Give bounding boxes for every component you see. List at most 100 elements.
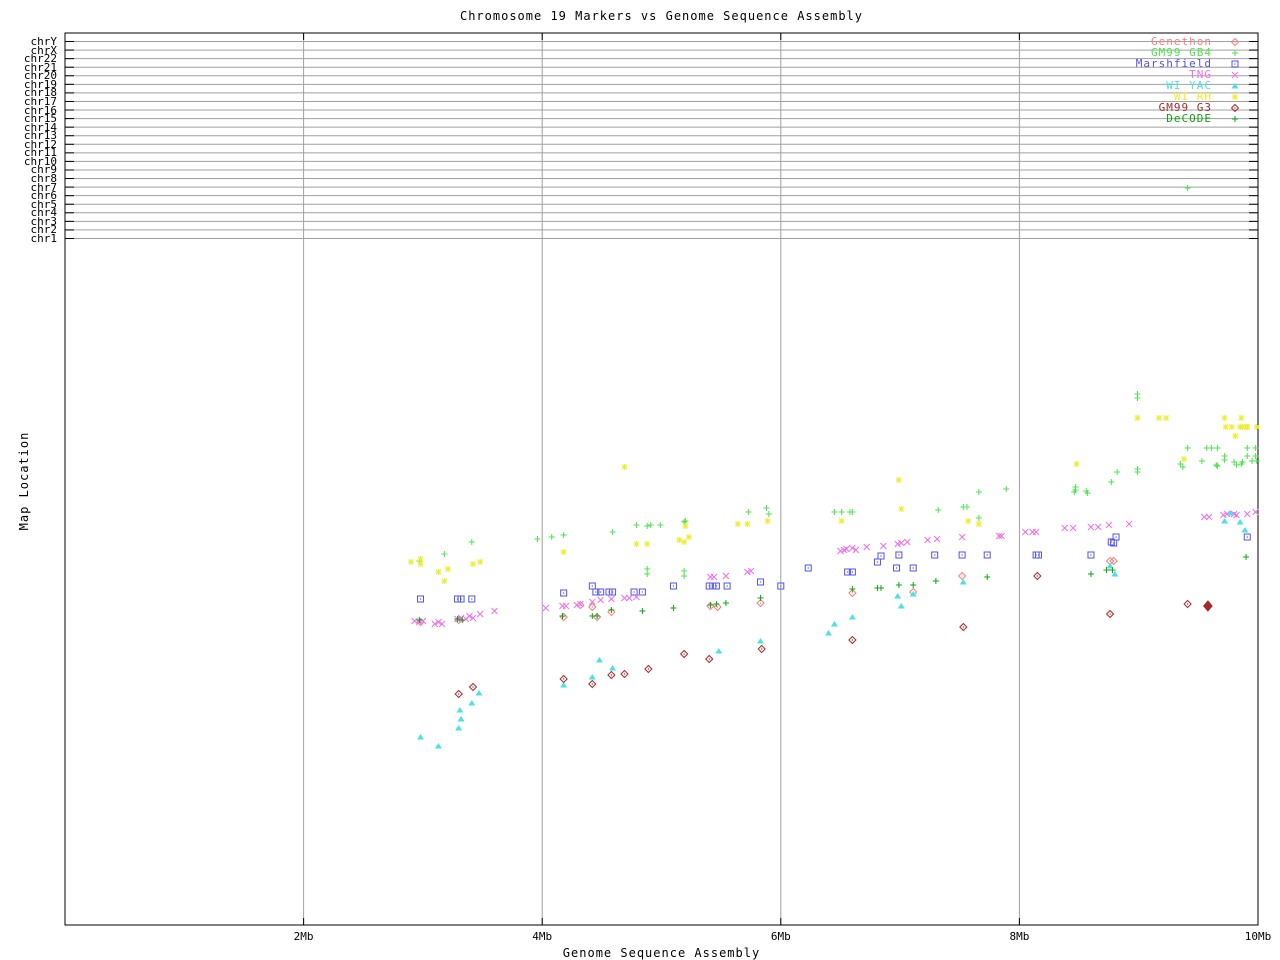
marker-diamond [1109, 556, 1118, 566]
data-point-tng [1243, 510, 1251, 518]
marker-line [408, 559, 414, 565]
marker-line [710, 573, 718, 581]
data-point-decode [639, 608, 646, 614]
marker-line [438, 620, 446, 628]
data-point-gm99-gb4 [548, 534, 555, 540]
data-point-marshfield [931, 551, 939, 559]
marker-square [723, 582, 731, 590]
data-point-gm99-g3 [848, 635, 857, 645]
marker-line [965, 518, 971, 524]
data-point-marshfield [1087, 551, 1095, 559]
y-tick-label-chr1: chr1 [30, 231, 58, 245]
data-point-wi-yac [1236, 519, 1244, 525]
marker-diamond [757, 644, 766, 654]
marker-dot [563, 678, 565, 680]
data-point-wi-yac [959, 579, 967, 585]
marker-triangle [848, 614, 856, 620]
data-point-marshfield [417, 595, 425, 603]
x-tick-label-6Mb: 6Mb [770, 930, 791, 943]
marker-dot [726, 585, 728, 587]
data-point-wi-rh [1134, 415, 1141, 421]
data-point-gm99-gb4 [765, 511, 772, 517]
data-point-gm99-gb4 [1253, 458, 1260, 464]
marker-line [863, 543, 871, 551]
data-point-wi-yac [609, 665, 617, 671]
data-point-gm99-gb4 [963, 504, 970, 510]
marker-line [852, 546, 860, 554]
data-point-marshfield [1107, 538, 1115, 546]
marker-diamond [1105, 609, 1115, 619]
marker-triangle [897, 603, 905, 609]
data-point-wi-yac [560, 682, 568, 688]
marker-line [958, 533, 966, 541]
marker-square [468, 595, 476, 603]
marker-square [588, 582, 596, 590]
data-point-marshfield [453, 595, 461, 603]
legend-label-decode: DeCODE [1166, 112, 1212, 125]
data-point-wi-yac [455, 725, 463, 731]
marker-square [1087, 551, 1095, 559]
data-point-wi-rh [1181, 456, 1188, 462]
marker-square [877, 552, 885, 560]
data-point-decode [1243, 554, 1250, 560]
data-point-tng [597, 596, 605, 604]
marker-line [1233, 511, 1240, 519]
data-point-tng [577, 600, 584, 608]
marker-diamond [468, 682, 478, 692]
y-tick-label-chr16: chr16 [23, 103, 57, 117]
marker-line [1134, 415, 1141, 421]
y-tick-label-chr18: chr18 [23, 86, 57, 100]
legend-marker-wi-yac-icon [1231, 83, 1239, 89]
legend-marker-tng-icon [1231, 71, 1239, 79]
marker-dot [1037, 554, 1040, 556]
data-point-wi-rh [1253, 424, 1260, 430]
data-point-marshfield [592, 588, 600, 596]
data-point-gm99-gb4 [1084, 490, 1091, 496]
data-point-marshfield [597, 588, 605, 596]
data-point-decode [713, 601, 720, 607]
legend-item-genethon: Genethon [1151, 36, 1242, 48]
data-point-gm99-gb4 [975, 489, 982, 495]
data-point-decode [757, 595, 764, 601]
y-tick-label-chr9: chr9 [30, 163, 58, 177]
marker-square [560, 589, 568, 597]
marker-line [1244, 424, 1251, 430]
marker-line [1061, 524, 1069, 532]
marker-line [621, 464, 628, 470]
marker-line [1087, 523, 1095, 531]
marker-square [1107, 538, 1115, 546]
data-point-decode [878, 585, 885, 591]
marker-line [644, 541, 651, 547]
data-point-marshfield [893, 564, 901, 572]
marker-dot [460, 598, 462, 600]
data-point-decode [910, 582, 917, 588]
data-point-tng [995, 532, 1003, 540]
marker-dot [847, 571, 849, 573]
data-point-gm99-gb4 [1198, 458, 1205, 464]
x-tick-label-8Mb: 8Mb [1009, 930, 1030, 943]
marker-triangle [1106, 563, 1114, 569]
data-point-wi-yac [1221, 518, 1229, 524]
data-point-gm99-gb4 [1244, 445, 1251, 451]
marker-triangle [417, 734, 425, 740]
data-point-tng [1087, 523, 1095, 531]
marker-dot [456, 598, 459, 600]
marker-dot [591, 585, 593, 587]
marker-triangle [434, 743, 442, 749]
data-point-wi-rh [444, 566, 451, 572]
data-point-wi-rh [1163, 415, 1170, 421]
data-point-marshfield [1034, 551, 1042, 559]
series-wi-rh [407, 415, 1260, 584]
data-point-wi-rh [1238, 415, 1245, 421]
marker-dot [641, 591, 644, 593]
data-point-wi-rh [965, 518, 972, 524]
y-tick-label-chr5: chr5 [30, 197, 58, 211]
marker-line [1032, 528, 1040, 536]
marker-diamond [1230, 103, 1240, 113]
data-point-genethon [576, 600, 585, 610]
marker-dot [1246, 536, 1248, 538]
data-point-decode [670, 605, 677, 611]
marker-diamond [607, 670, 616, 680]
data-point-tng [1061, 524, 1069, 532]
data-point-marshfield [777, 582, 785, 590]
